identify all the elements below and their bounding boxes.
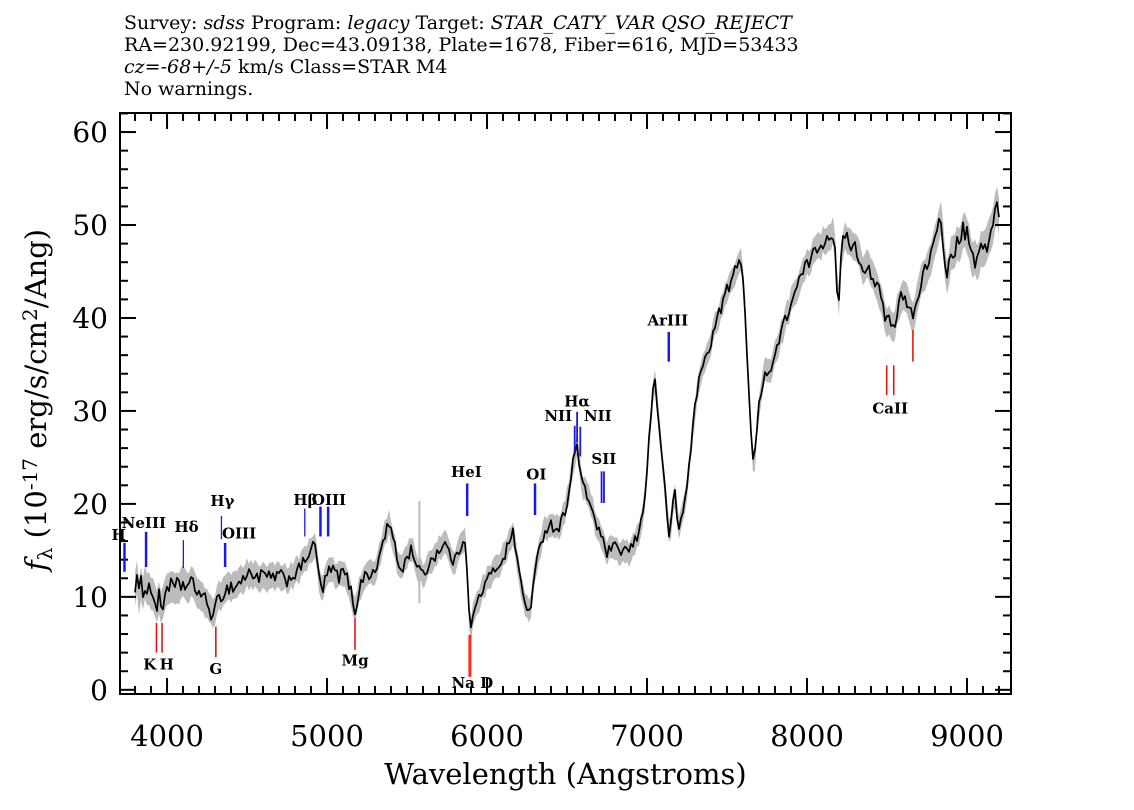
line-marker-hδ: Hδ	[174, 518, 199, 569]
x-tick-label: 4000	[130, 719, 204, 753]
line-marker-label: Na D	[451, 674, 493, 692]
line-marker-label: Hβ	[293, 491, 317, 509]
line-marker-label: G	[209, 660, 222, 678]
line-marker-hγ: Hγ	[210, 492, 235, 540]
uncertainty-band	[135, 186, 999, 642]
line-marker-hei: HeI	[451, 463, 482, 516]
line-marker-sii: SII	[591, 450, 616, 503]
line-marker-h: H	[111, 526, 126, 572]
line-marker-label: OIII	[222, 524, 256, 542]
line-marker-g: G	[209, 626, 222, 678]
y-axis-title: fλ​ (10-17​ erg/s/cm2​/Ang)	[18, 229, 57, 573]
header-text-run: km/s Class=STAR M4	[232, 56, 448, 78]
line-marker-label: K	[143, 655, 157, 673]
y-tick-label: 50	[72, 209, 108, 242]
header-text-run: Target:	[409, 12, 491, 34]
line-marker-label: OI	[526, 466, 546, 484]
line-marker-oiii: OIII	[312, 491, 346, 537]
line-marker-oiii: OIII	[222, 524, 256, 568]
line-marker-na-d: Na D	[451, 634, 493, 692]
y-tick-label: 10	[72, 581, 108, 614]
x-tick-label: 8000	[770, 719, 844, 753]
header-line-survey: Survey: sdss Program: legacy Target: STA…	[124, 12, 792, 34]
y-tick-label: 20	[72, 488, 108, 521]
header-text-run: No warnings.	[124, 78, 254, 100]
header-line-warnings: No warnings.	[124, 78, 253, 100]
line-marker-k: K	[143, 622, 158, 673]
line-marker-hβ: Hβ	[293, 491, 318, 537]
line-marker-label: CaII	[872, 400, 908, 418]
line-marker-nii: NII	[579, 407, 612, 457]
header-text-run: cz=-68+/-5	[124, 56, 232, 78]
header-line-coords: RA=230.92199, Dec=43.09138, Plate=1678, …	[124, 34, 799, 56]
line-marker-label: NeIII	[122, 514, 166, 532]
line-marker-label: H	[160, 655, 174, 673]
line-marker-neiii: NeIII	[122, 514, 166, 568]
line-marker-nii: NII	[544, 407, 576, 452]
line-marker-label: Mg	[341, 652, 369, 670]
line-marker-oi: OI	[526, 466, 546, 516]
header-text-run: RA=230.92199, Dec=43.09138, Plate=1678, …	[124, 34, 799, 56]
axes: 4000 5000 6000 7000 8000 9000 0 10 20 30 40 50 60 Wav…	[18, 112, 1012, 791]
line-marker-hα: Hα	[564, 392, 590, 443]
header-text-run: Program:	[244, 12, 348, 34]
header-line-cz-class: cz=-68+/-5 km/s Class=STAR M4	[124, 56, 447, 78]
line-marker-label: H	[111, 526, 125, 544]
y-tick-label: 40	[72, 302, 108, 335]
line-marker-ariii: ArIII	[647, 311, 689, 362]
x-axis-title: Wavelength (Angstroms)	[384, 757, 746, 791]
line-marker-label: SII	[591, 450, 616, 468]
line-marker-label: Hδ	[174, 518, 198, 536]
x-tick-label: 5000	[290, 719, 364, 753]
line-marker-label: Hα	[564, 392, 590, 410]
flux-spectrum-trace	[134, 201, 1000, 629]
line-marker-h: H	[160, 622, 174, 673]
y-tick-label: 30	[72, 395, 108, 428]
line-marker-label: NII	[584, 407, 612, 425]
line-marker-label: Hγ	[210, 492, 234, 510]
line-marker-label: OIII	[312, 491, 346, 509]
spectrum-data-layer	[134, 186, 1000, 642]
header-text-run: legacy	[347, 12, 410, 34]
x-tick-label: 6000	[450, 719, 524, 753]
header-text-run: STAR_CATY_VAR QSO_REJECT	[490, 12, 792, 34]
line-marker-caii: CaII	[872, 365, 908, 418]
x-tick-label: 9000	[930, 719, 1004, 753]
line-marker-label: NII	[544, 407, 572, 425]
line-marker-label: HeI	[451, 463, 482, 481]
header-text-run: sdss	[203, 12, 245, 34]
y-tick-label: 60	[72, 116, 108, 149]
line-marker-label: ArIII	[647, 311, 689, 329]
x-tick-label: 7000	[610, 719, 684, 753]
header-text-run: Survey:	[124, 12, 204, 34]
y-tick-label: 0	[90, 674, 108, 707]
line-marker-mg: Mg	[341, 618, 369, 670]
